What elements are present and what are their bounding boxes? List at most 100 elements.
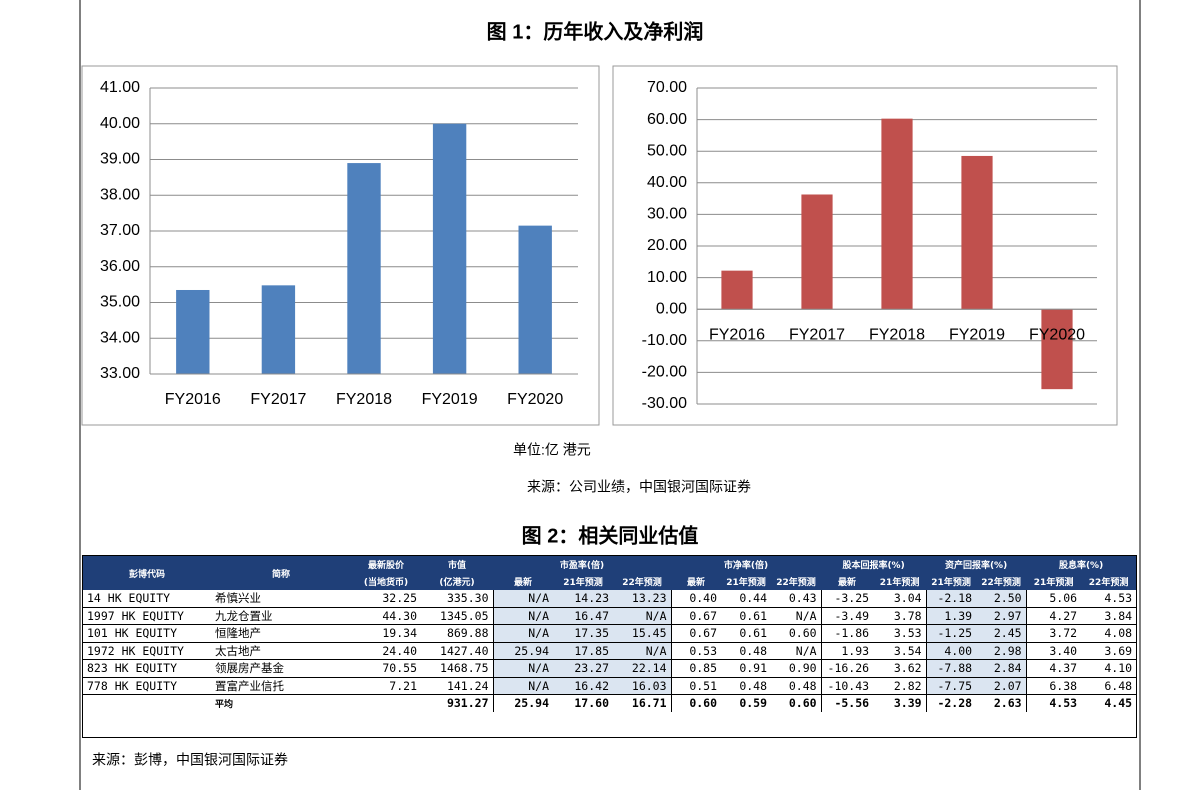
header-cell: 最新: [493, 573, 553, 590]
table-cell: N/A: [492, 659, 553, 678]
table-cell: 0.61: [721, 624, 772, 643]
table-cell: 141.24: [421, 677, 493, 695]
y-tick-label: 10.00: [647, 269, 687, 286]
valuation-table: 彭博代码 简称 最新股价 市值 市盈率(倍) 市净率(倍) 股本回报率(%) 资产回报率(%)…: [82, 555, 1137, 738]
table-cell: -16.26: [820, 659, 874, 678]
table-cell: N/A: [613, 642, 672, 660]
header-cell: 股息率(%): [1026, 556, 1137, 573]
table-cell: 3.54: [873, 642, 927, 660]
y-tick-label: 0.00: [656, 300, 687, 317]
bar: [881, 118, 913, 310]
bar: [721, 270, 753, 310]
table-cell: 25.94: [492, 642, 553, 660]
header-row: 彭博代码 简称 最新股价 市值 市盈率(倍) 市净率(倍) 股本回报率(%) 资产回报率(%)…: [83, 556, 1137, 590]
table-cell: 16.42: [553, 677, 613, 695]
table-cell: 16.47: [553, 607, 613, 625]
table-cell: 0.40: [670, 590, 722, 608]
y-tick-label: 36.00: [100, 258, 140, 275]
y-tick-label: 60.00: [647, 111, 687, 128]
header-cell: 资产回报率(%): [926, 556, 1027, 573]
table-cell: 太古地产: [211, 642, 351, 660]
table-cell: -5.56: [820, 694, 874, 712]
table-cell: 1427.40: [421, 642, 493, 660]
header-cell: 22年预测: [976, 573, 1027, 590]
table-cell: 1.39: [925, 607, 977, 625]
header-cell: 22年预测: [613, 573, 672, 590]
table-cell: 24.40: [351, 642, 421, 660]
y-tick-label: -20.00: [642, 364, 687, 381]
data-row: 1972 HK EQUITY 太古地产 24.40 1427.40 25.94 17.85…: [83, 642, 1137, 660]
y-tick-label: 33.00: [100, 365, 140, 382]
y-tick-label: 37.00: [100, 222, 140, 239]
x-tick-label: FY2016: [165, 391, 221, 408]
table-cell: 5.06: [1025, 590, 1082, 608]
table-cell: 44.30: [351, 607, 421, 625]
table-cell: 1345.05: [421, 607, 493, 625]
table-cell: 3.53: [873, 624, 927, 643]
y-tick-label: 38.00: [100, 186, 140, 203]
x-tick-label: FY2019: [949, 326, 1005, 343]
table-cell: 希慎兴业: [211, 590, 351, 608]
x-tick-label: FY2020: [1029, 326, 1085, 343]
table-cell: 4.27: [1025, 607, 1082, 625]
y-tick-label: -30.00: [642, 395, 687, 412]
table-cell: 0.60: [670, 694, 722, 712]
table-cell: 3.04: [873, 590, 927, 608]
table-cell: 0.85: [670, 659, 722, 678]
y-tick-label: 30.00: [647, 206, 687, 223]
figure-title: 图 1：历年收入及净利润: [487, 19, 704, 43]
table-cell: -1.25: [925, 624, 977, 643]
table-cell: 931.27: [446, 696, 489, 711]
table-cell: 17.60: [574, 696, 609, 711]
table-cell: 869.88: [421, 624, 493, 643]
table-cell: 3.69: [1081, 642, 1137, 660]
table-cell: 4.53: [1081, 590, 1137, 608]
table-cell: 恒隆地产: [211, 624, 351, 643]
header-cell: 市盈率(倍): [493, 556, 672, 573]
header-cell: 市值: [421, 556, 493, 573]
table-cell: 1972 HK EQUITY: [83, 642, 211, 660]
table-cell: 335.30: [421, 590, 493, 608]
table-cell: 2.82: [873, 677, 927, 695]
table-cell: 平均: [215, 699, 234, 710]
table-cell: 2.07: [976, 677, 1027, 695]
y-tick-label: 20.00: [647, 237, 687, 254]
y-tick-label: 34.00: [100, 329, 140, 346]
header-cell: 股本回报率(%): [821, 556, 927, 573]
table-cell: 0.59: [739, 696, 768, 711]
x-tick-label: FY2019: [422, 391, 478, 408]
table-cell: 3.84: [1081, 607, 1137, 625]
bar: [261, 285, 296, 374]
table-cell: 25.94: [492, 694, 553, 712]
source-note: 来源：公司业绩，中国银河国际证券: [527, 479, 751, 495]
table-cell: N/A: [771, 642, 822, 660]
header-cell: 22年预测: [771, 573, 822, 590]
bar: [1041, 309, 1073, 390]
data-row: 823 HK EQUITY 领展房产基金 70.55 1468.75 N/A 23.27 2…: [83, 659, 1137, 678]
x-tick-label: FY2020: [507, 391, 563, 408]
chart-frame: [81, 65, 600, 426]
unit-note: 单位:亿 港元: [513, 442, 591, 458]
table-cell: -2.28: [925, 694, 977, 712]
y-tick-label: 35.00: [100, 294, 140, 311]
table-cell: 2.45: [976, 624, 1027, 643]
table-cell: -10.43: [820, 677, 874, 695]
y-tick-label: 50.00: [647, 142, 687, 159]
table-cell: 3.72: [1025, 624, 1082, 643]
table-cell: 17.85: [553, 642, 613, 660]
header-cell: 22年预测: [1081, 573, 1137, 590]
x-tick-label: FY2018: [336, 391, 392, 408]
table-cell: 2.97: [976, 607, 1027, 625]
table-cell: 0.48: [771, 677, 822, 695]
bar: [432, 123, 467, 374]
table-cell: 4.00: [925, 642, 977, 660]
x-tick-label: FY2017: [250, 391, 306, 408]
bar: [518, 225, 552, 374]
y-tick-label: -10.00: [642, 332, 687, 349]
table-cell: -7.75: [925, 677, 977, 695]
table-cell: N/A: [492, 677, 553, 695]
table-cell: 3.62: [873, 659, 927, 678]
table-cell: 0.53: [670, 642, 722, 660]
average-row: 平均 931.27 25.94 17.60 16.71 0.60 0.59 0.60 -5.56…: [83, 694, 1136, 712]
table-cell: 14.23: [553, 590, 613, 608]
